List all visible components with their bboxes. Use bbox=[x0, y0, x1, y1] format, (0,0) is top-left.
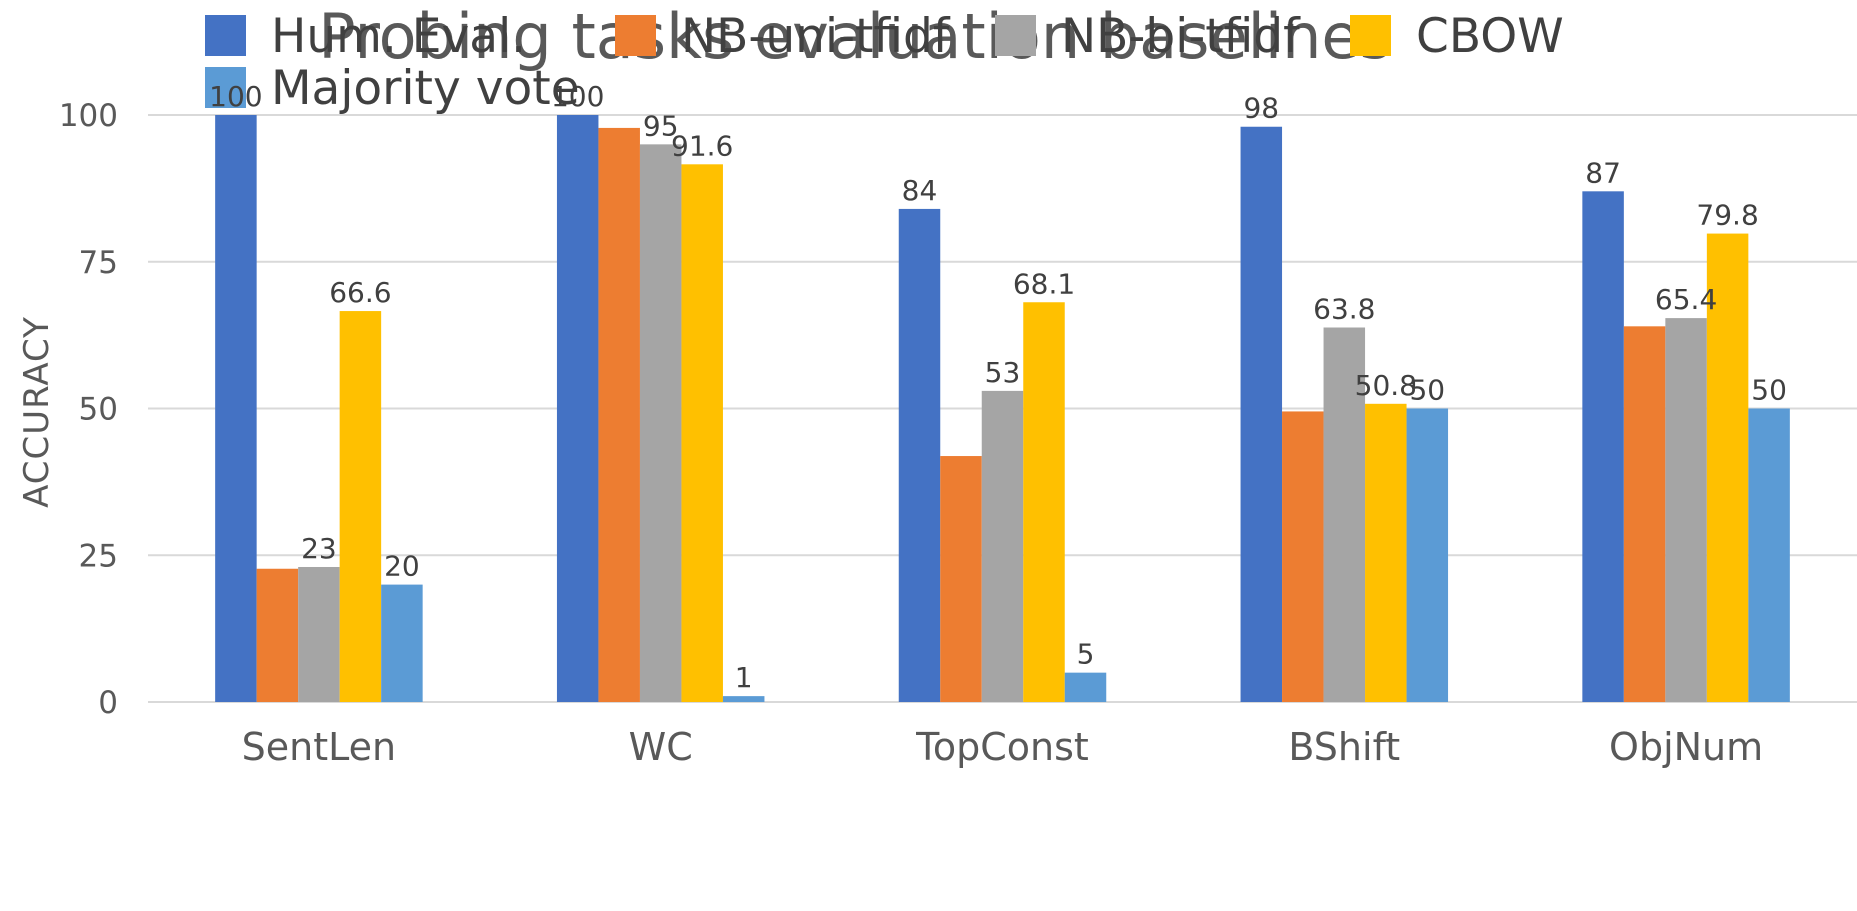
bar bbox=[981, 390, 1024, 702]
bar bbox=[215, 115, 257, 702]
bar bbox=[1240, 126, 1283, 703]
y-tick-label: 75 bbox=[79, 245, 118, 281]
data-label: 68.1 bbox=[1013, 267, 1075, 300]
data-label: 100 bbox=[551, 80, 604, 113]
data-label: 66.6 bbox=[329, 276, 391, 309]
bar bbox=[598, 127, 640, 702]
legend-swatch bbox=[205, 67, 246, 108]
legend: Hum. Eval. NB-uni-tfidf NB-bi-tfidf CBOW Maj… bbox=[205, 9, 1564, 116]
bar bbox=[256, 568, 299, 702]
category-label: ObjNum bbox=[1609, 725, 1763, 769]
data-label: 53 bbox=[985, 356, 1021, 389]
bar bbox=[1282, 411, 1324, 702]
bar bbox=[339, 311, 382, 702]
bar bbox=[681, 164, 723, 703]
y-tick-label: 50 bbox=[79, 392, 118, 428]
legend-swatch bbox=[1350, 15, 1391, 56]
category-label: TopConst bbox=[915, 725, 1089, 769]
data-label: 91.6 bbox=[671, 129, 733, 162]
bar bbox=[940, 456, 982, 702]
category-labels: SentLen WC TopConst BShift ObjNum bbox=[242, 725, 1763, 769]
data-label: 5 bbox=[1077, 638, 1095, 671]
bar bbox=[1365, 403, 1407, 702]
data-label: 95 bbox=[643, 109, 679, 142]
bar bbox=[381, 584, 423, 702]
legend-label: NB-bi-tfidf bbox=[1061, 9, 1301, 64]
y-tick-label: 0 bbox=[98, 685, 118, 721]
bar bbox=[1023, 302, 1065, 702]
bar bbox=[1706, 233, 1749, 702]
data-label: 63.8 bbox=[1313, 292, 1375, 325]
data-label: 1 bbox=[735, 661, 753, 694]
y-tick-label: 25 bbox=[79, 538, 118, 574]
bar bbox=[639, 144, 682, 703]
legend-swatch bbox=[995, 15, 1036, 56]
bar bbox=[1748, 408, 1790, 702]
bar bbox=[1665, 318, 1707, 702]
bar bbox=[1623, 326, 1666, 702]
bar bbox=[722, 696, 765, 702]
bars bbox=[215, 115, 1790, 703]
bar bbox=[1064, 672, 1107, 702]
legend-label: Majority vote bbox=[271, 61, 580, 116]
y-tick-label: 100 bbox=[59, 98, 118, 134]
bar bbox=[1323, 327, 1366, 702]
bar bbox=[1582, 191, 1624, 702]
legend-label: NB-uni-tfidf bbox=[681, 9, 951, 64]
data-label: 87 bbox=[1585, 156, 1621, 189]
data-label: 79.8 bbox=[1696, 199, 1758, 232]
data-label: 50 bbox=[1409, 374, 1445, 407]
category-label: WC bbox=[629, 725, 693, 769]
legend-swatch bbox=[205, 15, 246, 56]
bar bbox=[1406, 408, 1449, 702]
category-label: SentLen bbox=[242, 725, 396, 769]
data-label: 20 bbox=[384, 550, 420, 583]
legend-label: Hum. Eval. bbox=[271, 9, 526, 64]
data-label: 23 bbox=[301, 532, 337, 565]
category-label: BShift bbox=[1288, 725, 1400, 769]
chart-title: Probing tasks evaluation baselines bbox=[318, 0, 1392, 73]
data-label: 65.4 bbox=[1655, 283, 1717, 316]
data-label: 84 bbox=[902, 174, 938, 207]
legend-swatch bbox=[615, 15, 656, 56]
data-label: 98 bbox=[1243, 92, 1279, 125]
data-label: 50.8 bbox=[1355, 369, 1417, 402]
bar bbox=[298, 566, 340, 702]
y-axis-label: ACCURACY bbox=[17, 316, 57, 508]
legend-label: CBOW bbox=[1416, 9, 1564, 64]
bar bbox=[556, 115, 599, 702]
data-label: 50 bbox=[1751, 374, 1787, 407]
data-label: 100 bbox=[209, 80, 262, 113]
bar bbox=[898, 208, 941, 703]
